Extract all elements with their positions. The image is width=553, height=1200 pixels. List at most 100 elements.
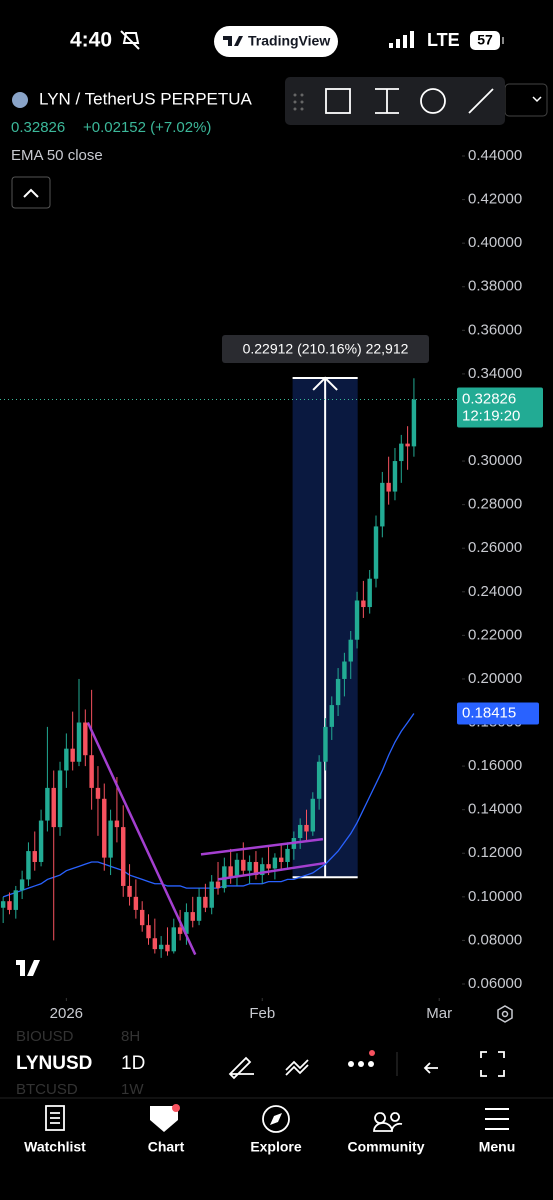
y-tick-label: 0.30000 [468,452,522,469]
y-tick-label: 0.14000 [468,801,522,818]
candle-body [323,726,328,762]
candle-body [70,748,75,762]
settings-dot [501,1010,509,1018]
candle-body [133,896,139,910]
tv-watermark [16,960,40,976]
more-icon[interactable] [348,1061,374,1067]
y-tick-label: 0.20000 [468,670,522,687]
candle-body [0,901,6,908]
circle-tool[interactable] [420,88,446,114]
current-interval[interactable]: 1D [121,1053,145,1074]
current-symbol[interactable]: LYNUSD [16,1053,92,1074]
indicators-icon[interactable] [285,1059,309,1076]
measure-label-box [222,334,429,363]
candle-body [266,864,271,869]
y-tick-label: 0.38000 [468,278,522,295]
candle-body [38,820,44,862]
tab-label[interactable]: Menu [479,1139,516,1155]
y-tick-label: 0.08000 [468,931,522,948]
candle-body [7,901,12,910]
rectangle-tool[interactable] [325,88,351,114]
chart-badge [172,1104,180,1112]
candle-body [310,798,316,832]
symbol-logo [12,92,28,108]
menu-icon[interactable] [485,1108,509,1130]
collapse-button[interactable] [11,176,51,209]
drawing-toolbar [285,77,505,125]
compass-needle [270,1113,282,1125]
trendline [200,837,324,856]
candle-body [367,578,372,608]
trendline [217,861,326,881]
candle-body [108,820,113,858]
candle-body [64,748,69,771]
candle-body [13,890,19,910]
battery [470,31,500,50]
draw-icon[interactable] [228,1056,254,1080]
y-tick-label: 0.06000 [468,975,522,992]
chart-icon[interactable] [150,1106,178,1132]
candle-body [184,912,189,934]
community-icon[interactable] [373,1112,403,1132]
candle-body [196,896,202,921]
app-pill [214,26,338,57]
candle-body [304,824,309,832]
notification-dot [369,1050,375,1056]
ema-tag-value: 0.18415 [462,704,516,721]
y-tick-label: 0.26000 [468,539,522,556]
fullscreen-icon[interactable] [480,1051,505,1077]
last-price-tag-value: 0.32826 [462,390,516,407]
candle-body [57,770,63,828]
candle-body [342,661,347,679]
ema-line [2,713,415,898]
drag-handle [293,93,304,111]
candle-body [373,526,379,579]
measure-arrow [312,376,338,878]
chevron-up [23,188,39,198]
candle-body [348,639,353,662]
candle-body [95,787,101,799]
candle-body [354,600,360,640]
candle-body [272,857,278,869]
tab-label[interactable]: Watchlist [24,1139,86,1155]
candle-body [399,443,404,462]
tab-label[interactable]: Chart [148,1139,185,1155]
candle-body [114,820,120,828]
tab-label[interactable]: Explore [250,1139,302,1155]
measure-tool[interactable] [375,88,399,114]
y-tick-label: 0.10000 [468,888,522,905]
line-tool[interactable] [468,88,494,114]
candle-body [165,944,170,952]
candle-body [19,879,25,891]
candle-body [297,824,303,839]
tab-label[interactable]: Community [348,1139,425,1155]
candle-body [121,827,126,886]
symbol-title[interactable]: LYN / TetherUS PERPETUA [39,89,253,108]
explore-icon[interactable] [262,1105,290,1133]
mute-icon [120,30,140,50]
network: LTE [427,30,460,50]
candle-body [209,881,214,908]
candle-body [241,859,246,871]
candle-body [152,938,158,950]
candle-body [158,944,164,950]
settings-icon[interactable] [497,1005,513,1023]
last-price: 0.32826 [11,119,65,136]
prev-interval: 8H [121,1028,140,1045]
indicator-legend[interactable]: EMA 50 close [11,147,103,164]
candle-body [177,927,183,934]
measure-label: 0.22912 (210.16%) 22,912 [243,341,409,357]
last-price-tag [457,387,543,428]
dropdown-arrow [532,96,542,103]
candle-body [203,896,208,908]
watchlist-icon[interactable] [45,1105,65,1131]
candle-body [260,864,265,876]
price-change: +0.02152 (+7.02%) [83,119,211,136]
dropdown[interactable] [504,83,548,117]
app-name: TradingView [248,33,330,49]
candle-body [411,399,417,447]
candle-body [335,678,341,706]
undo-icon[interactable] [423,1062,438,1074]
